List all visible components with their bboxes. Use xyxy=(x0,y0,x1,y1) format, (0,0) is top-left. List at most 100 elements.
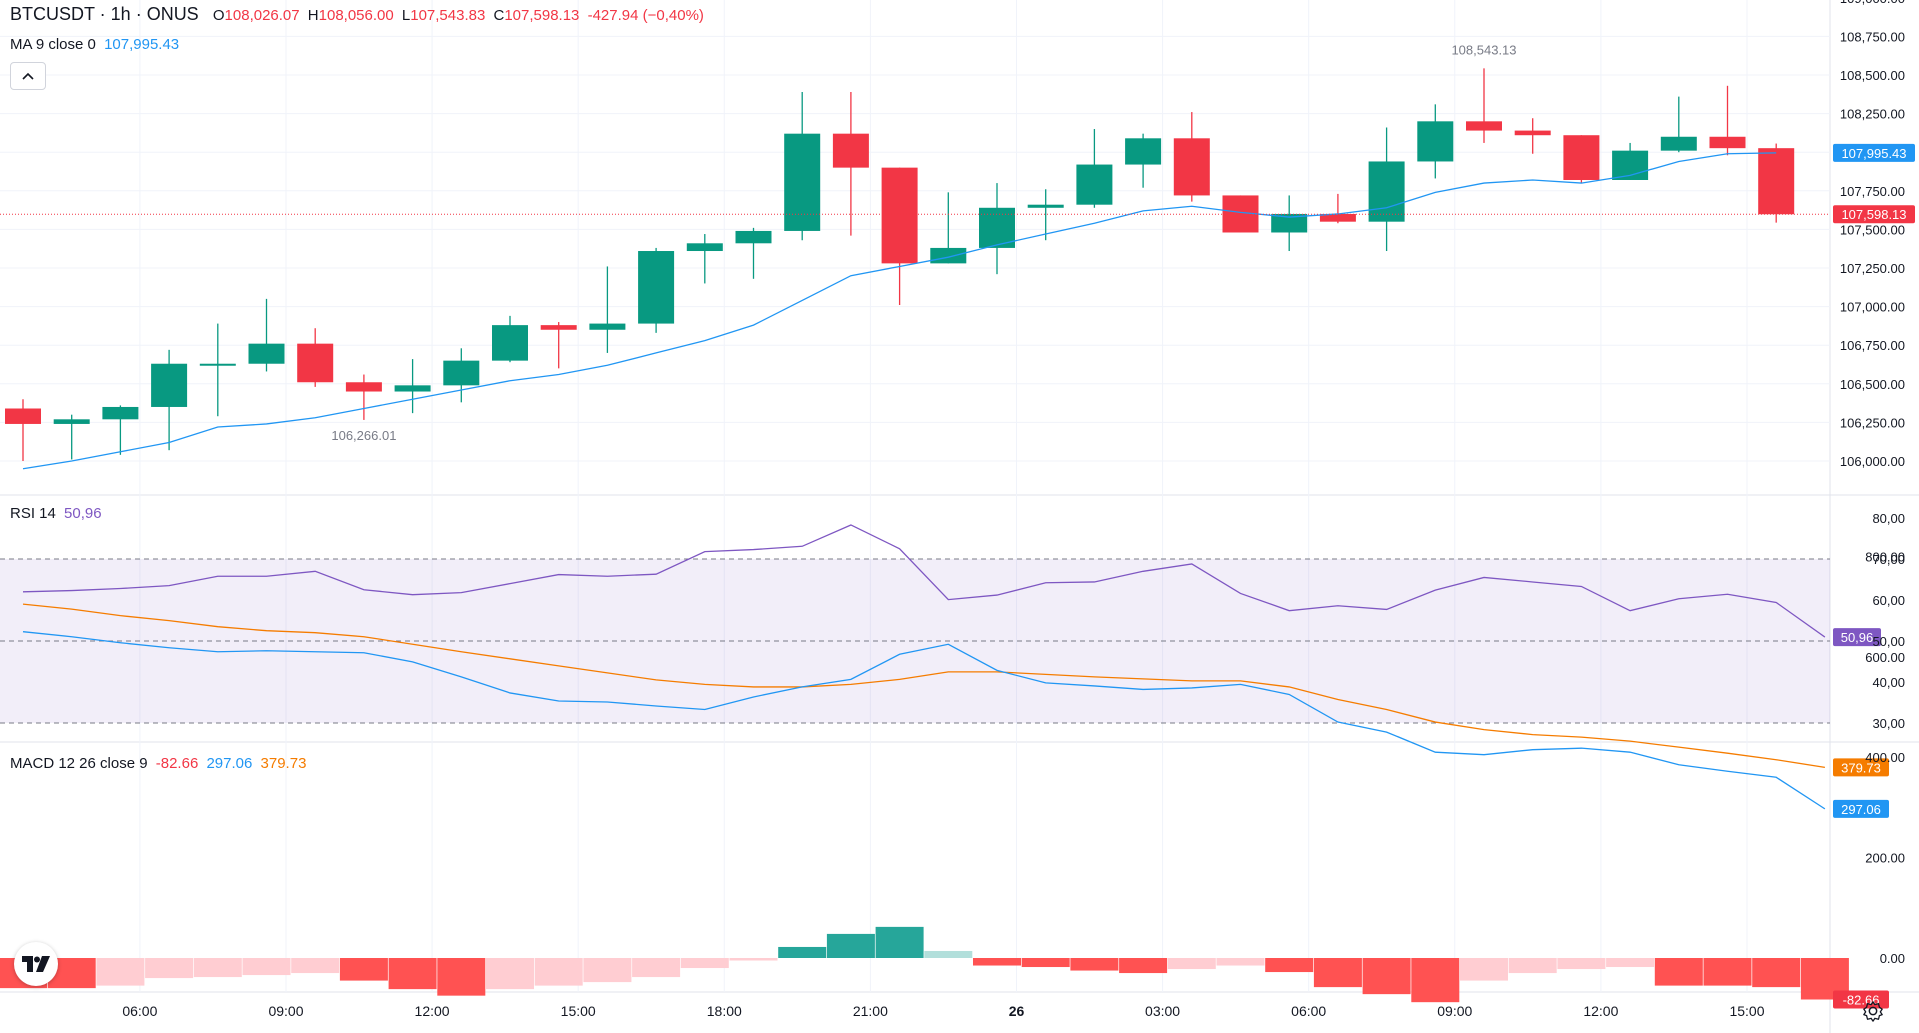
macd-tick-label[interactable]: 0.00 xyxy=(1880,951,1905,966)
time-tick-label[interactable]: 26 xyxy=(1009,1003,1025,1019)
macd-histogram-bar xyxy=(583,958,632,983)
price-tick-label[interactable]: 107,250.00 xyxy=(1840,261,1905,276)
macd-tick-label[interactable]: 200.00 xyxy=(1865,851,1905,866)
candle-body xyxy=(881,167,918,264)
macd-histogram-bar xyxy=(1557,958,1606,970)
macd-histogram-bar xyxy=(1460,958,1508,981)
macd-value-tag-label: 297.06 xyxy=(1841,802,1881,817)
price-tick-label[interactable]: 108,250.00 xyxy=(1840,107,1905,122)
macd-value-tag[interactable] xyxy=(1833,799,1889,818)
ma-price-tag-label: 107,995.43 xyxy=(1841,146,1906,161)
price-tick-label[interactable]: 109,000.00 xyxy=(1840,0,1905,6)
macd-histogram-bar xyxy=(242,958,291,976)
macd-signal-tag[interactable] xyxy=(1833,758,1889,777)
price-tick-label[interactable]: 106,000.00 xyxy=(1840,454,1905,469)
collapse-legend-button[interactable] xyxy=(10,62,46,90)
macd-histogram-bar xyxy=(193,958,242,978)
time-axis[interactable]: 06:00 09:00 12:00 15:00 18:00 21:00 26 03:00 06:… xyxy=(122,1003,1764,1019)
macd-histogram-bar xyxy=(1313,958,1362,988)
ma-price-tag[interactable] xyxy=(1833,143,1915,162)
macd-legend[interactable]: MACD 12 26 close 9 -82.66 297.06 379.73 xyxy=(10,755,310,772)
macd-line xyxy=(22,631,1826,810)
price-tick-label[interactable]: 107,000.00 xyxy=(1840,300,1905,315)
rsi-tick-label[interactable]: 50,00 xyxy=(1872,634,1905,649)
macd-histogram-bar xyxy=(778,946,827,958)
macd-histogram-bar xyxy=(1703,958,1752,986)
symbol-title[interactable]: BTCUSDT · 1h · ONUS xyxy=(10,4,199,24)
macd-histogram-bar xyxy=(388,958,437,990)
macd-series: 379.73 297.06 -82.66 xyxy=(0,603,1889,1009)
time-tick-label[interactable]: 06:00 xyxy=(122,1003,157,1019)
time-tick-label[interactable]: 06:00 xyxy=(1291,1003,1326,1019)
time-tick-label[interactable]: 21:00 xyxy=(853,1003,888,1019)
rsi-value-tag[interactable] xyxy=(1833,628,1881,647)
time-tick-label[interactable]: 15:00 xyxy=(561,1003,596,1019)
price-tick-label[interactable]: 108,500.00 xyxy=(1840,68,1905,83)
macd-tick-label[interactable]: 600.00 xyxy=(1865,650,1905,665)
low-value: 107,543.83 xyxy=(410,7,486,24)
macd-histogram-bar xyxy=(1654,958,1703,986)
macd-histogram-bar xyxy=(96,958,145,986)
rsi-value-tag-label: 50,96 xyxy=(1841,630,1874,645)
rsi-tick-label[interactable]: 30,00 xyxy=(1872,716,1905,731)
low-price-label: 106,266.01 xyxy=(331,428,396,443)
macd-histogram-bar xyxy=(1216,958,1265,966)
candle-body xyxy=(1319,213,1356,222)
time-tick-label[interactable]: 12:00 xyxy=(1583,1003,1618,1019)
ma-legend[interactable]: MA 9 close 0 107,995.43 xyxy=(10,36,183,53)
candle-body xyxy=(1660,136,1697,151)
macd-histogram-bar xyxy=(1362,958,1411,995)
rsi-tick-label[interactable]: 40,00 xyxy=(1872,675,1905,690)
candle-body xyxy=(492,325,528,361)
close-value: 107,598.13 xyxy=(504,7,580,24)
macd-histogram-bar xyxy=(339,958,388,981)
last-price-tag[interactable] xyxy=(1833,205,1915,224)
price-tick-label[interactable]: 106,250.00 xyxy=(1840,415,1905,430)
tradingview-logo[interactable] xyxy=(14,942,58,986)
time-tick-label[interactable]: 03:00 xyxy=(1145,1003,1180,1019)
macd-histogram-bar xyxy=(1508,958,1557,974)
time-tick-label[interactable]: 12:00 xyxy=(415,1003,450,1019)
macd-histogram-bar xyxy=(1265,958,1314,973)
gear-icon[interactable] xyxy=(1862,1000,1884,1022)
macd-histogram-bar xyxy=(1167,958,1216,970)
change-value: -427.94 (−0,40%) xyxy=(587,7,704,24)
time-tick-label[interactable]: 09:00 xyxy=(268,1003,303,1019)
time-tick-label[interactable]: 15:00 xyxy=(1729,1003,1764,1019)
price-tick-label[interactable]: 107,750.00 xyxy=(1840,184,1905,199)
time-tick-label[interactable]: 18:00 xyxy=(707,1003,742,1019)
macd-histogram-bar xyxy=(1411,958,1460,1003)
price-axes[interactable]: 106,000.00 106,250.00 106,500.00 106,750.00… xyxy=(1840,0,1905,966)
candle-body xyxy=(638,251,675,324)
macd-histogram-bar xyxy=(145,958,194,979)
ma-legend-value: 107,995.43 xyxy=(104,36,180,53)
time-tick-label[interactable]: 09:00 xyxy=(1437,1003,1472,1019)
macd-histogram-bar xyxy=(632,958,681,978)
ma-series xyxy=(22,152,1777,470)
rsi-legend[interactable]: RSI 14 50,96 xyxy=(10,505,106,522)
rsi-tick-label[interactable]: 60,00 xyxy=(1872,593,1905,608)
macd-tick-label[interactable]: 400.00 xyxy=(1865,750,1905,765)
price-tick-label[interactable]: 108,750.00 xyxy=(1840,29,1905,44)
candle-body xyxy=(1076,164,1113,205)
candle-body xyxy=(1417,121,1454,162)
macd-signal-line xyxy=(22,603,1826,769)
candle-body xyxy=(930,247,967,264)
candle-body xyxy=(784,133,821,231)
candle-body xyxy=(1173,138,1210,196)
candle-body xyxy=(151,363,188,407)
candle-body xyxy=(297,343,334,383)
price-tick-label[interactable]: 106,750.00 xyxy=(1840,338,1905,353)
rsi-line xyxy=(22,524,1826,638)
rsi-tick-label[interactable]: 80,00 xyxy=(1872,511,1905,526)
candle-body xyxy=(199,363,236,366)
price-tick-label[interactable]: 106,500.00 xyxy=(1840,377,1905,392)
macd-histogram-bar xyxy=(875,926,924,958)
macd-tick-label[interactable]: 800.00 xyxy=(1865,549,1905,564)
price-tick-label[interactable]: 107,500.00 xyxy=(1840,222,1905,237)
last-price-tag-label: 107,598.13 xyxy=(1841,207,1906,222)
ma-legend-label: MA 9 close 0 xyxy=(10,36,96,53)
rsi-tick-label[interactable]: 70,00 xyxy=(1872,552,1905,567)
